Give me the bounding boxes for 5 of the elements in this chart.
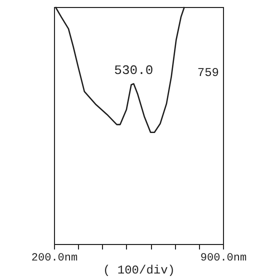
x-tick-label: 200.0nm bbox=[31, 252, 78, 264]
x-tick-label: 900.0nm bbox=[200, 252, 247, 264]
annotation: 530.0 bbox=[114, 62, 154, 78]
x-axis-title: ( 100/div) bbox=[102, 264, 176, 278]
annotation: 759 bbox=[197, 66, 219, 80]
